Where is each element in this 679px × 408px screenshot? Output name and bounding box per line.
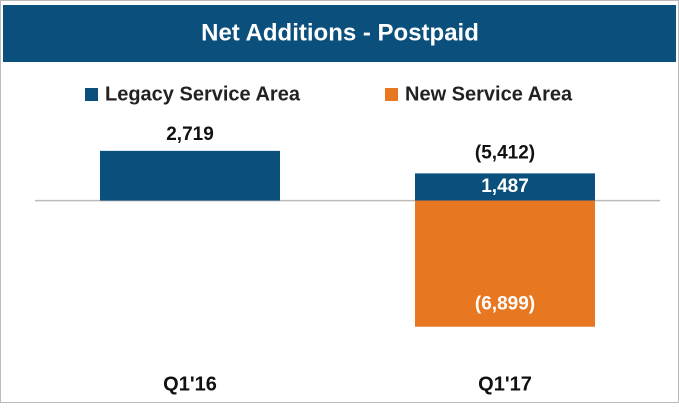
total-label: (5,412) — [475, 142, 535, 163]
bar — [415, 173, 595, 201]
legend-label: Legacy Service Area — [105, 83, 301, 105]
value-label: 2,719 — [166, 124, 214, 145]
bar — [415, 200, 595, 327]
value-label: 1,487 — [481, 176, 529, 197]
bar — [100, 150, 280, 201]
legend-swatch — [385, 88, 398, 101]
legend-swatch — [85, 88, 98, 101]
chart-title: Net Additions - Postpaid — [201, 19, 479, 46]
title-bar — [3, 5, 676, 62]
x-tick-label: Q1'16 — [163, 373, 217, 395]
legend-label: New Service Area — [405, 83, 573, 105]
x-tick-label: Q1'17 — [478, 373, 532, 395]
value-label: (6,899) — [475, 294, 535, 315]
